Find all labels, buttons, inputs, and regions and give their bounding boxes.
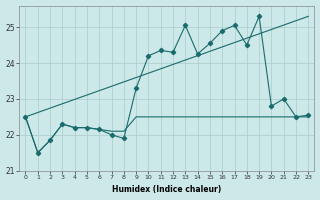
X-axis label: Humidex (Indice chaleur): Humidex (Indice chaleur) [112, 185, 221, 194]
